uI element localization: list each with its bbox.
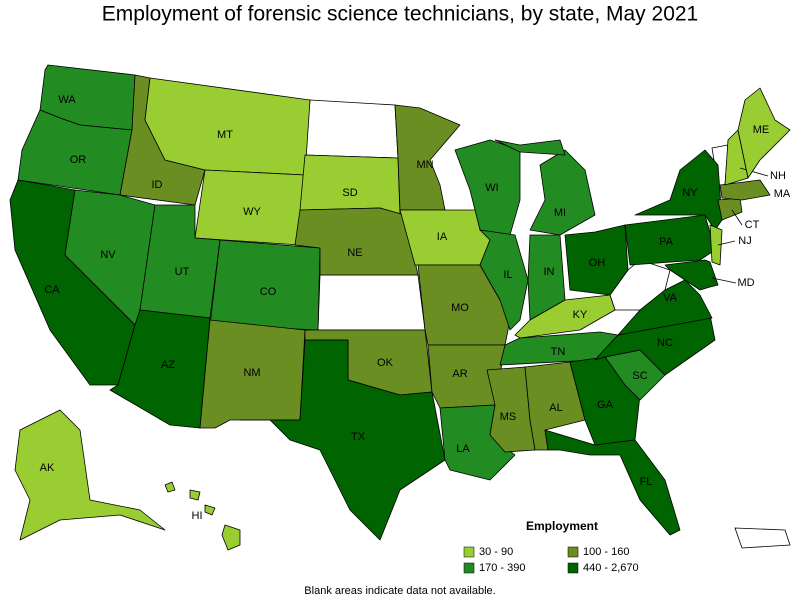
legend-label: 170 - 390 bbox=[479, 562, 525, 574]
state-label: MA bbox=[774, 188, 791, 200]
state-label: WI bbox=[485, 182, 498, 194]
state-label: ME bbox=[753, 124, 770, 136]
state-label: TX bbox=[351, 431, 366, 443]
legend-swatch bbox=[463, 562, 475, 574]
legend: Employment 30 - 90 100 - 160 170 - 390 440 … bbox=[463, 519, 639, 574]
legend-title: Employment bbox=[526, 519, 598, 533]
blank-state bbox=[304, 99, 399, 159]
state-label: AK bbox=[40, 462, 55, 474]
blank-state bbox=[317, 274, 426, 331]
legend-label: 100 - 160 bbox=[583, 546, 629, 558]
state bbox=[454, 139, 521, 236]
state-label: CO bbox=[260, 286, 277, 298]
state-label: HI bbox=[192, 510, 203, 522]
state-label: NC bbox=[657, 337, 673, 349]
state-label: NV bbox=[100, 249, 116, 261]
state bbox=[189, 489, 201, 501]
blank-state bbox=[734, 527, 791, 549]
state-label: SC bbox=[632, 370, 647, 382]
leader-line bbox=[717, 240, 736, 246]
state bbox=[564, 224, 629, 296]
state bbox=[204, 504, 216, 516]
state-label: VA bbox=[663, 292, 678, 304]
state-label: PA bbox=[659, 236, 674, 248]
state bbox=[294, 207, 419, 276]
state-label: LA bbox=[456, 443, 470, 455]
state-label: AL bbox=[549, 402, 562, 414]
state-label: WY bbox=[243, 206, 261, 218]
state bbox=[737, 87, 791, 179]
state bbox=[221, 524, 241, 551]
state bbox=[494, 139, 566, 156]
state bbox=[164, 481, 176, 493]
state-label: OR bbox=[70, 154, 87, 166]
states: WA OR CA ID NV MT WY UT AZ CO NM SD NE OK TX MN IA MO AR LA… bbox=[9, 64, 791, 551]
state bbox=[544, 429, 681, 536]
state bbox=[664, 259, 719, 291]
state-label: IA bbox=[437, 231, 448, 243]
state bbox=[239, 339, 446, 541]
state bbox=[529, 149, 596, 236]
leader-line bbox=[739, 167, 769, 177]
leader-line bbox=[731, 209, 743, 226]
state-label: GA bbox=[597, 399, 614, 411]
footnote: Blank areas indicate data not available. bbox=[304, 585, 495, 597]
state-label: OK bbox=[377, 357, 394, 369]
state-label: NM bbox=[243, 367, 260, 379]
state-label: AZ bbox=[161, 359, 175, 371]
state bbox=[514, 294, 616, 339]
state-label: KY bbox=[573, 309, 588, 321]
state bbox=[14, 409, 166, 541]
state-label: IN bbox=[544, 266, 555, 278]
state bbox=[709, 224, 723, 266]
legend-label: 440 - 2,670 bbox=[583, 562, 639, 574]
state-label: NJ bbox=[738, 235, 751, 247]
state-label: ID bbox=[152, 179, 163, 191]
state-label: MO bbox=[451, 302, 469, 314]
state bbox=[144, 77, 311, 176]
state-label: TN bbox=[551, 346, 566, 358]
leader-line bbox=[711, 277, 737, 284]
state bbox=[479, 229, 529, 331]
state-label: FL bbox=[640, 476, 653, 488]
state-label: CA bbox=[44, 284, 60, 296]
state-label: NE bbox=[347, 247, 362, 259]
state-label: AR bbox=[452, 368, 467, 380]
state bbox=[624, 214, 716, 266]
state-label: UT bbox=[175, 266, 190, 278]
state bbox=[394, 104, 461, 211]
state-label: MT bbox=[217, 129, 233, 141]
state bbox=[719, 179, 771, 201]
legend-label: 30 - 90 bbox=[479, 546, 513, 558]
state-label: MD bbox=[737, 277, 754, 289]
state-label: NY bbox=[682, 187, 698, 199]
state-label: MI bbox=[554, 207, 566, 219]
state-label: CT bbox=[745, 219, 760, 231]
state-label: WA bbox=[58, 94, 76, 106]
state bbox=[299, 154, 401, 216]
map-title: Employment of forensic science technicia… bbox=[102, 3, 698, 26]
legend-swatch bbox=[567, 546, 579, 558]
state-label: NH bbox=[770, 170, 786, 182]
state-label: MS bbox=[500, 411, 517, 423]
state-label: SD bbox=[342, 187, 357, 199]
state-label: IL bbox=[503, 269, 512, 281]
legend-swatch bbox=[463, 546, 475, 558]
state-label: MN bbox=[416, 159, 433, 171]
legend-swatch bbox=[567, 562, 579, 574]
state bbox=[634, 149, 723, 231]
state-label: OH bbox=[589, 257, 606, 269]
state bbox=[717, 197, 743, 221]
